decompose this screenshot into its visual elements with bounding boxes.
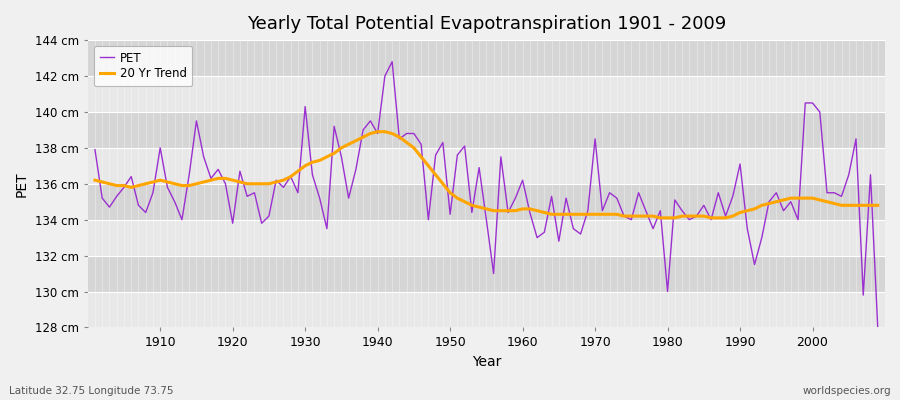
PET	[307, 172, 318, 177]
Legend: PET, 20 Yr Trend: PET, 20 Yr Trend	[94, 46, 193, 86]
20 Yr Trend	[350, 138, 361, 143]
PET	[611, 196, 622, 200]
Bar	[87, 184, 885, 220]
Bar	[87, 292, 885, 328]
Bar	[87, 40, 885, 76]
20 Yr Trend	[611, 212, 622, 217]
20 Yr Trend	[373, 129, 383, 134]
Title: Yearly Total Potential Evapotranspiration 1901 - 2009: Yearly Total Potential Evapotranspiratio…	[247, 15, 726, 33]
20 Yr Trend	[655, 216, 666, 220]
Bar	[87, 220, 885, 256]
Y-axis label: PET: PET	[15, 171, 29, 196]
Bar	[87, 76, 885, 112]
X-axis label: Year: Year	[472, 355, 501, 369]
20 Yr Trend	[90, 178, 101, 182]
Line: 20 Yr Trend: 20 Yr Trend	[95, 132, 878, 218]
20 Yr Trend	[872, 203, 883, 208]
PET	[525, 210, 535, 215]
20 Yr Trend	[518, 206, 528, 211]
PET	[90, 147, 101, 152]
20 Yr Trend	[525, 206, 535, 211]
Bar	[87, 256, 885, 292]
PET	[872, 325, 883, 330]
PET	[148, 190, 158, 195]
Text: worldspecies.org: worldspecies.org	[803, 386, 891, 396]
PET	[387, 59, 398, 64]
PET	[350, 167, 361, 172]
20 Yr Trend	[148, 180, 158, 184]
20 Yr Trend	[307, 160, 318, 165]
PET	[518, 178, 528, 182]
Bar	[87, 112, 885, 148]
Text: Latitude 32.75 Longitude 73.75: Latitude 32.75 Longitude 73.75	[9, 386, 174, 396]
Line: PET: PET	[95, 62, 878, 328]
Bar	[87, 148, 885, 184]
